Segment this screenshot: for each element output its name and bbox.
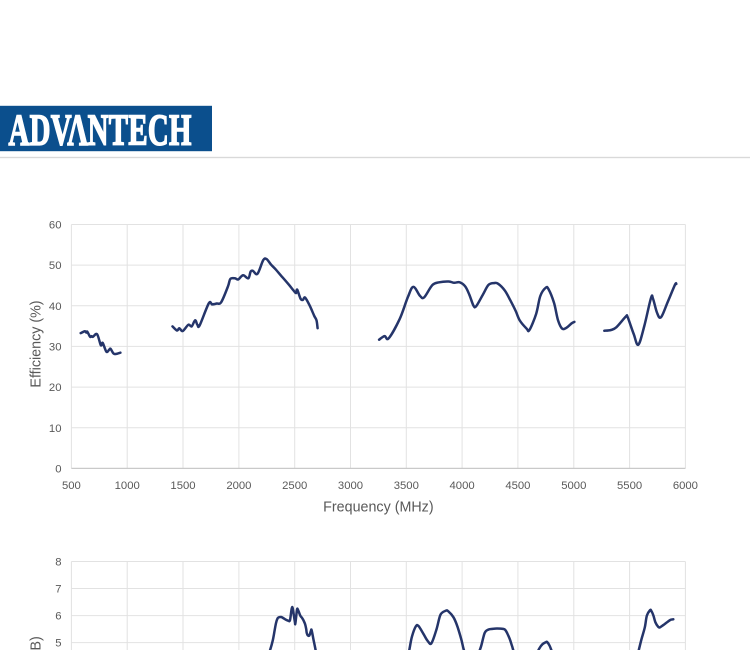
svg-text:2500: 2500 (282, 480, 307, 492)
svg-text:1000: 1000 (115, 480, 140, 492)
svg-text:0: 0 (55, 463, 61, 475)
svg-text:5: 5 (55, 638, 61, 650)
svg-text:30: 30 (49, 341, 62, 353)
svg-text:Peak Gain (dB): Peak Gain (dB) (29, 636, 45, 650)
svg-text:6000: 6000 (673, 480, 698, 492)
svg-text:1500: 1500 (170, 480, 195, 492)
svg-text:Efficiency (%): Efficiency (%) (29, 300, 45, 387)
svg-text:20: 20 (49, 382, 62, 394)
svg-text:5500: 5500 (617, 480, 642, 492)
svg-text:3500: 3500 (394, 480, 419, 492)
svg-text:2000: 2000 (226, 480, 251, 492)
svg-text:8: 8 (55, 557, 61, 569)
svg-text:50: 50 (49, 260, 62, 272)
svg-text:10: 10 (49, 423, 62, 435)
svg-text:4000: 4000 (450, 480, 475, 492)
svg-text:Frequency (MHz): Frequency (MHz) (323, 500, 433, 516)
svg-text:500: 500 (62, 480, 81, 492)
svg-text:60: 60 (49, 220, 62, 232)
svg-text:ADVΛNTECH: ADVΛNTECH (9, 107, 192, 156)
svg-text:4500: 4500 (505, 480, 530, 492)
svg-text:40: 40 (49, 301, 62, 313)
svg-text:6: 6 (55, 611, 61, 623)
svg-text:7: 7 (55, 584, 61, 596)
svg-text:5000: 5000 (561, 480, 586, 492)
svg-text:3000: 3000 (338, 480, 363, 492)
